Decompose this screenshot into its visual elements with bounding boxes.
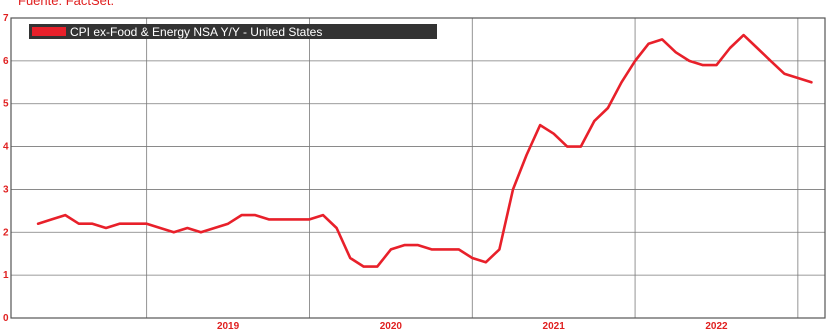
y-tick-label: 1: [3, 270, 9, 281]
x-tick-label: 2022: [705, 321, 728, 331]
series-line: [36, 33, 813, 268]
legend-background: [29, 24, 437, 39]
legend-label: CPI ex-Food & Energy NSA Y/Y - United St…: [70, 25, 322, 39]
legend-swatch: [32, 27, 66, 36]
chart-legend: CPI ex-Food & Energy NSA Y/Y - United St…: [29, 24, 437, 39]
y-tick-label: 6: [3, 56, 9, 67]
source-note: Fuente: FactSet.: [18, 0, 115, 8]
x-axis-ticks: 20192020202120222023: [217, 321, 728, 331]
chart-grid: [11, 17, 825, 319]
y-tick-label: 3: [3, 184, 9, 195]
y-tick-label: 4: [3, 142, 9, 153]
plot-frame: [10, 17, 826, 319]
series-layer: [36, 33, 813, 268]
x-tick-label: 2019: [217, 321, 240, 331]
x-tick-label: 2021: [543, 321, 566, 331]
y-tick-label: 5: [3, 99, 9, 110]
y-tick-label: 7: [3, 13, 9, 24]
y-tick-label: 2: [3, 227, 9, 238]
y-axis-ticks: 0 1 2 3 4 5 6 7: [3, 13, 9, 324]
x-tick-label: 2020: [380, 321, 403, 331]
y-tick-label: 0: [3, 313, 9, 324]
